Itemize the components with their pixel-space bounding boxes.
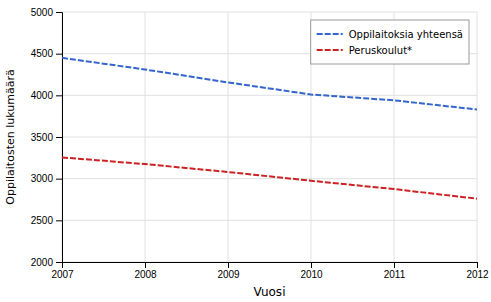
legend-swatch [317, 49, 343, 51]
grid-line [62, 137, 477, 138]
tick: 3000 [31, 173, 62, 184]
tick-label: 2008 [134, 269, 157, 280]
tick: 3500 [31, 132, 62, 143]
tick-mark [56, 137, 62, 138]
legend-item: Peruskoulut* [317, 45, 412, 56]
series-line [62, 58, 477, 110]
tick-label: 2500 [31, 215, 54, 226]
tick-label: 2009 [217, 269, 240, 280]
tick-label: 2012 [466, 269, 489, 280]
tick-mark [477, 262, 478, 268]
x-axis-title: Vuosi [254, 285, 286, 299]
series-group [62, 58, 477, 199]
grid-line [62, 12, 477, 13]
tick-label: 4000 [31, 90, 54, 101]
tick-mark [56, 95, 62, 96]
grid-line [62, 95, 477, 96]
tick: 5000 [31, 7, 62, 18]
tick: 4000 [31, 90, 62, 101]
legend-swatch [317, 33, 343, 35]
series-line [62, 157, 477, 198]
tick-mark [56, 220, 62, 221]
tick-mark [56, 54, 62, 55]
legend-label: Oppilaitoksia yhteensä [349, 29, 463, 40]
grid [62, 12, 477, 262]
y-axis-title: Oppilaitosten lukumäärä [4, 69, 17, 204]
legend-label: Peruskoulut* [349, 45, 412, 56]
grid-line [62, 220, 477, 221]
legend-item: Oppilaitoksia yhteensä [317, 29, 463, 40]
tick-mark [228, 262, 229, 268]
tick-mark [311, 262, 312, 268]
tick-label: 4500 [31, 48, 54, 59]
tick-mark [56, 12, 62, 13]
tick: 2000 [31, 257, 62, 268]
tick-label: 3500 [31, 132, 54, 143]
tick-label: 2007 [51, 269, 74, 280]
tick: 2500 [31, 215, 62, 226]
tick-label: 5000 [31, 7, 54, 18]
tick: 4500 [31, 48, 62, 59]
tick-label: 2010 [300, 269, 323, 280]
tick: 2011 [384, 262, 406, 280]
tick-mark [394, 262, 395, 268]
tick-label: 2000 [31, 257, 54, 268]
axis-line [63, 263, 478, 269]
axis-line [56, 13, 63, 263]
y-axis: 2000 2500 3000 3500 4000 4500 5000 [31, 7, 63, 268]
tick: 2010 [300, 262, 323, 280]
x-axis: 2007 2008 2009 2010 2011 2012 [51, 262, 489, 280]
tick-label: 2011 [384, 269, 406, 280]
chart: 2007 2008 2009 2010 2011 2012 2000 2500 3000 3500… [0, 0, 491, 302]
tick-mark [56, 262, 62, 263]
tick: 2008 [134, 262, 157, 280]
legend-box [311, 20, 469, 64]
tick: 2007 [51, 262, 74, 280]
tick-mark [145, 262, 146, 268]
plot: 2007 2008 2009 2010 2011 2012 2000 2500 3000 3500… [31, 7, 489, 280]
tick: 2012 [466, 262, 489, 280]
grid-line [62, 178, 477, 179]
legend: Oppilaitoksia yhteensä Peruskoulut* [311, 20, 469, 64]
tick-mark [56, 179, 62, 180]
tick: 2009 [217, 262, 240, 280]
tick-label: 3000 [31, 173, 54, 184]
